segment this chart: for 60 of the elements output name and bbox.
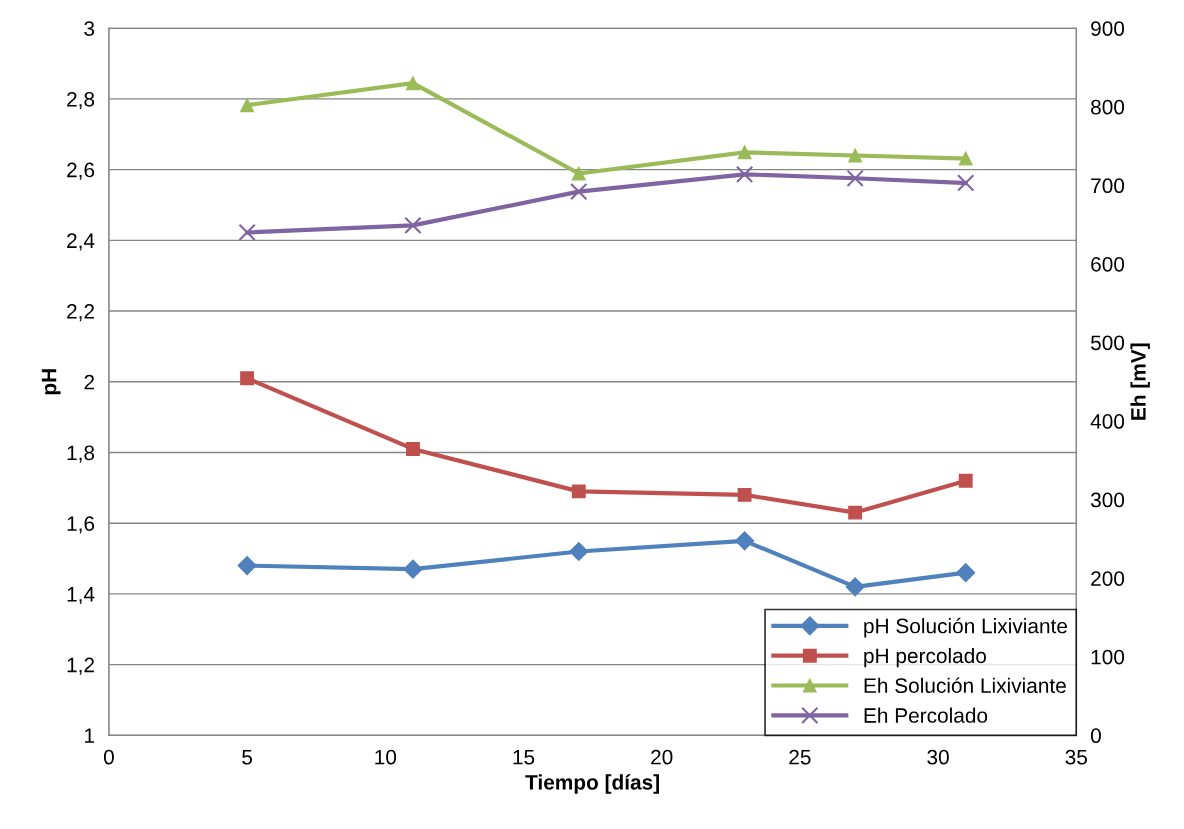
x-tick-label: 20 bbox=[651, 749, 673, 765]
x-tick-label: 15 bbox=[513, 749, 535, 765]
point bbox=[406, 76, 420, 91]
x-axis-title: Tiempo [días] bbox=[525, 774, 659, 794]
y-tick-label: 2 bbox=[84, 374, 94, 390]
point bbox=[404, 216, 422, 235]
y2-tick-label: 100 bbox=[1091, 649, 1125, 665]
y-tick-label: 2,8 bbox=[67, 91, 95, 110]
point bbox=[735, 531, 755, 551]
point bbox=[570, 182, 588, 201]
point bbox=[240, 371, 255, 386]
point bbox=[735, 165, 754, 184]
point bbox=[958, 151, 973, 166]
x-tick-label: 0 bbox=[103, 749, 114, 765]
point bbox=[571, 166, 586, 181]
y2-tick-label: 700 bbox=[1091, 178, 1125, 194]
point bbox=[846, 169, 864, 187]
point bbox=[571, 484, 586, 499]
point bbox=[848, 505, 863, 520]
legend-label: Eh Solución Lixiviante bbox=[864, 677, 1066, 694]
point bbox=[957, 174, 975, 192]
y-tick-label: 2,2 bbox=[67, 304, 94, 322]
x-tick-label: 35 bbox=[1065, 749, 1087, 765]
y2-tick-label: 200 bbox=[1091, 571, 1125, 586]
y2-tick-label: 400 bbox=[1090, 414, 1125, 429]
x-tick-label: 5 bbox=[242, 749, 253, 765]
y2-tick-label: 500 bbox=[1090, 335, 1125, 351]
x-tick-label: 30 bbox=[927, 749, 949, 765]
y2-tick-label: 300 bbox=[1090, 492, 1125, 508]
point bbox=[958, 473, 973, 488]
y-tick-label: 1,4 bbox=[67, 587, 95, 605]
point bbox=[569, 541, 589, 562]
legend-label: pH percolado bbox=[864, 647, 986, 668]
point bbox=[956, 563, 976, 583]
y-axis-title: pH bbox=[41, 369, 61, 395]
x-tick-label: 25 bbox=[789, 749, 811, 765]
point bbox=[240, 98, 255, 113]
y2-axis-title: Eh [mV] bbox=[1130, 343, 1150, 420]
y-tick-label: 2,4 bbox=[67, 233, 95, 251]
y-tick-label: 1,8 bbox=[67, 445, 95, 463]
point bbox=[406, 441, 420, 456]
y-tick-label: 3 bbox=[84, 21, 95, 36]
point bbox=[848, 148, 863, 163]
y-tick-label: 1,6 bbox=[67, 516, 95, 534]
y-tick-label: 2,6 bbox=[67, 162, 95, 180]
x-tick-label: 10 bbox=[375, 749, 397, 765]
y2-tick-label: 600 bbox=[1091, 256, 1125, 272]
legend-label: Eh Percolado bbox=[864, 707, 988, 723]
point bbox=[737, 145, 752, 160]
legend-label: pH Solución Lixiviante bbox=[864, 617, 1068, 638]
point bbox=[737, 487, 752, 502]
y2-tick-label: 800 bbox=[1091, 99, 1125, 115]
point bbox=[237, 556, 257, 576]
y-tick-label: 1,2 bbox=[67, 657, 94, 675]
y2-tick-label: 0 bbox=[1090, 728, 1101, 744]
point bbox=[845, 577, 865, 597]
point bbox=[403, 559, 423, 579]
point bbox=[238, 223, 256, 242]
y2-tick-label: 900 bbox=[1091, 21, 1125, 36]
y-tick-label: 1 bbox=[85, 728, 95, 743]
